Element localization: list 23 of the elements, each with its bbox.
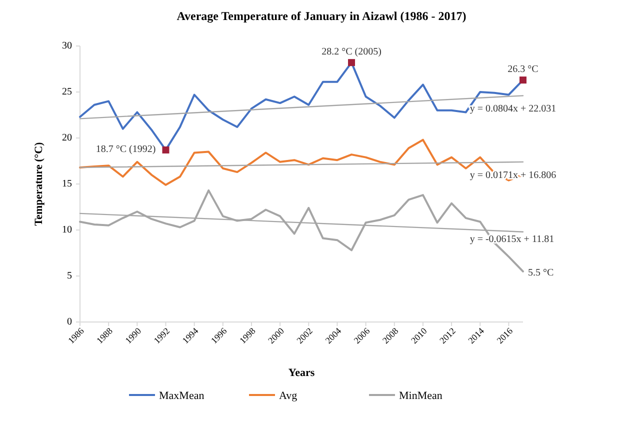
annotation: y = 0.0804x + 22.031 (470, 103, 556, 114)
annotation: 28.2 °C (2005) (322, 46, 382, 58)
y-tick-label: 15 (62, 178, 72, 190)
point (162, 146, 170, 154)
y-tick-label: 30 (62, 40, 72, 52)
y-axis-title: Temperature (°C) (33, 142, 45, 226)
annotation: 26.3 °C (508, 64, 539, 76)
point (520, 76, 526, 84)
legend-label: MaxMean (159, 390, 205, 402)
chart-title: Average Temperature of January in Aizawl (1986 - 2017) (176, 9, 466, 23)
x-axis-title: Years (288, 367, 316, 379)
annotation: 5.5 °C (528, 267, 554, 278)
y-tick-label: 0 (67, 316, 72, 328)
legend-label: MinMean (399, 390, 443, 402)
annotation: y = -0.0615x + 11.81 (470, 234, 554, 246)
legend-label: Avg (279, 390, 298, 402)
y-tick-label: 20 (62, 132, 72, 144)
line-series (79, 189, 524, 272)
y-tick-label: 10 (62, 224, 72, 236)
annotation: 18.7 °C (1992) (96, 144, 156, 155)
y-tick-label: 25 (62, 86, 72, 98)
point (348, 59, 356, 66)
y-tick-label: 5 (67, 270, 72, 282)
